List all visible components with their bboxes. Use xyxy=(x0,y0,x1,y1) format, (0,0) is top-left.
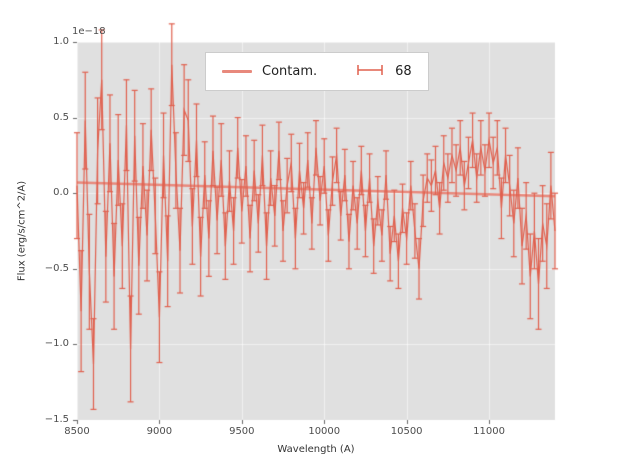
x-tick-label: 11000 xyxy=(473,426,505,437)
legend-label-contam: Contam. xyxy=(262,64,318,79)
legend-item-68: 68 xyxy=(355,62,412,81)
x-tick-label: 9000 xyxy=(146,426,173,437)
x-tick-label: 10500 xyxy=(390,426,423,437)
y-tick-label: −1.0 xyxy=(44,338,69,350)
x-tick-label: 8500 xyxy=(64,426,90,437)
legend: Contam. 68 xyxy=(205,52,429,91)
x-tick-label: 9500 xyxy=(229,426,255,437)
axis-offset-text: 1e−18 xyxy=(72,26,106,37)
y-axis-label: Flux (erg/s/cm^2/A) xyxy=(16,180,28,282)
contam-line-sample xyxy=(222,70,252,73)
errorbar-sample-icon xyxy=(355,62,385,81)
legend-label-68: 68 xyxy=(395,64,412,79)
y-tick-label: 0.0 xyxy=(53,187,69,199)
y-tick-label: −0.5 xyxy=(44,262,69,274)
x-axis-label: Wavelength (A) xyxy=(277,444,355,455)
y-tick-label: 1.0 xyxy=(53,36,69,47)
legend-item-contam: Contam. xyxy=(222,65,317,78)
y-tick-label: 0.5 xyxy=(53,111,69,123)
x-tick-label: 10000 xyxy=(308,426,341,437)
y-tick-label: −1.5 xyxy=(44,414,69,425)
